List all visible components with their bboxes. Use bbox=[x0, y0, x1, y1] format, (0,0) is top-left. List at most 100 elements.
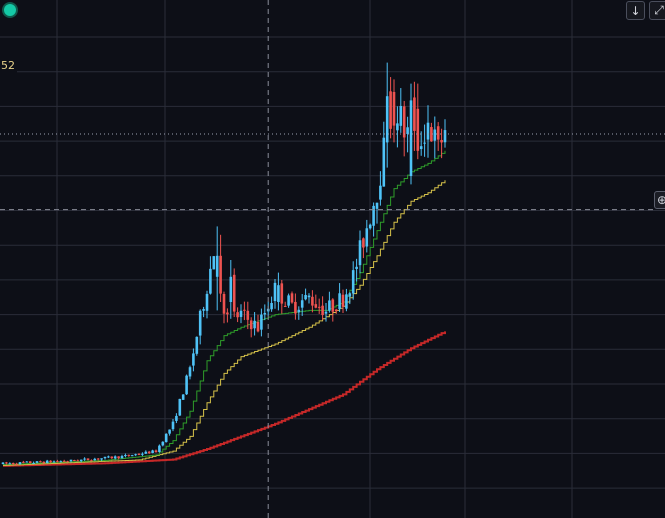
candle-body bbox=[168, 429, 171, 434]
candle-body bbox=[93, 458, 97, 461]
expand-chart-button[interactable]: ⤢ bbox=[649, 1, 665, 20]
candle-body bbox=[419, 146, 423, 150]
candle bbox=[62, 459, 66, 462]
candle-body bbox=[379, 185, 382, 200]
candle-body bbox=[15, 463, 18, 465]
candle bbox=[256, 314, 260, 333]
candle-body bbox=[423, 142, 426, 144]
candle-body bbox=[436, 126, 440, 140]
candle bbox=[294, 293, 297, 320]
candle-body bbox=[198, 310, 202, 336]
candle bbox=[372, 202, 375, 237]
expand-icon: ⤢ bbox=[654, 3, 664, 17]
candle bbox=[382, 121, 386, 187]
candle-body bbox=[215, 255, 219, 277]
candle-body bbox=[52, 461, 56, 463]
candle-body bbox=[86, 458, 90, 460]
candle-body bbox=[358, 240, 362, 266]
candle-body bbox=[175, 415, 178, 421]
zoom-button[interactable]: ⊕ bbox=[654, 191, 665, 209]
candle-body bbox=[113, 456, 117, 459]
candle bbox=[198, 309, 202, 345]
candle-body bbox=[195, 336, 199, 354]
candle bbox=[331, 298, 335, 322]
candle-body bbox=[443, 130, 447, 143]
candle-body bbox=[290, 293, 294, 303]
candle bbox=[365, 219, 369, 253]
candle-body bbox=[107, 456, 110, 458]
candle bbox=[368, 223, 372, 230]
candle-body bbox=[124, 455, 127, 457]
candle-body bbox=[433, 129, 437, 141]
candle bbox=[161, 441, 165, 447]
candle bbox=[185, 374, 188, 395]
candle bbox=[8, 462, 12, 465]
candle bbox=[341, 289, 345, 313]
candle bbox=[117, 456, 120, 460]
candle bbox=[49, 460, 52, 463]
candle bbox=[433, 116, 437, 159]
candle bbox=[399, 88, 403, 133]
candle bbox=[124, 453, 127, 458]
candle bbox=[273, 279, 277, 309]
candle bbox=[192, 348, 195, 372]
candle bbox=[396, 106, 399, 148]
candle bbox=[151, 449, 154, 454]
candle bbox=[39, 460, 42, 463]
candle-body bbox=[25, 461, 29, 463]
candle-body bbox=[270, 303, 273, 310]
candle bbox=[385, 62, 389, 168]
candle-body bbox=[351, 270, 355, 294]
candle bbox=[358, 230, 362, 274]
candle-body bbox=[287, 295, 290, 306]
candle bbox=[18, 461, 22, 465]
candle-body bbox=[413, 97, 416, 131]
candle-body bbox=[164, 433, 168, 443]
candle bbox=[246, 301, 250, 330]
candle-body bbox=[181, 394, 185, 400]
candle bbox=[297, 306, 301, 320]
candle bbox=[188, 365, 192, 380]
candle-body bbox=[416, 108, 420, 151]
candle bbox=[263, 304, 267, 321]
candle-body bbox=[219, 255, 222, 294]
candle-body bbox=[283, 305, 287, 307]
candle-body bbox=[161, 441, 165, 446]
candle-body bbox=[137, 454, 141, 456]
candle-body bbox=[83, 458, 86, 460]
price-label: 52 bbox=[0, 58, 17, 73]
candle-body bbox=[28, 461, 32, 463]
candle bbox=[113, 455, 117, 460]
candle bbox=[181, 394, 185, 400]
candle-body bbox=[280, 283, 284, 304]
candle bbox=[307, 293, 311, 304]
candle-body bbox=[385, 96, 389, 143]
candle bbox=[311, 290, 314, 313]
candle bbox=[212, 256, 216, 270]
arrow-down-icon: ↓ bbox=[630, 3, 641, 18]
candle bbox=[178, 398, 182, 417]
candle bbox=[249, 317, 253, 338]
candle bbox=[42, 461, 46, 464]
candle-body bbox=[239, 310, 243, 317]
candle-body bbox=[294, 301, 297, 314]
candle bbox=[127, 454, 131, 457]
candle bbox=[334, 308, 338, 314]
candle bbox=[300, 293, 304, 316]
candle-body bbox=[100, 458, 103, 460]
candle bbox=[287, 293, 290, 308]
scroll-to-latest-button[interactable]: ↓ bbox=[626, 1, 645, 20]
candle-body bbox=[382, 137, 386, 187]
candle-body bbox=[35, 461, 39, 463]
candle-body bbox=[311, 296, 314, 306]
candle bbox=[416, 83, 420, 160]
candle bbox=[76, 459, 80, 462]
candle-body bbox=[362, 238, 365, 248]
candle bbox=[283, 301, 287, 307]
candle bbox=[345, 288, 348, 312]
candle-body bbox=[324, 311, 328, 314]
candle-body bbox=[212, 256, 216, 270]
